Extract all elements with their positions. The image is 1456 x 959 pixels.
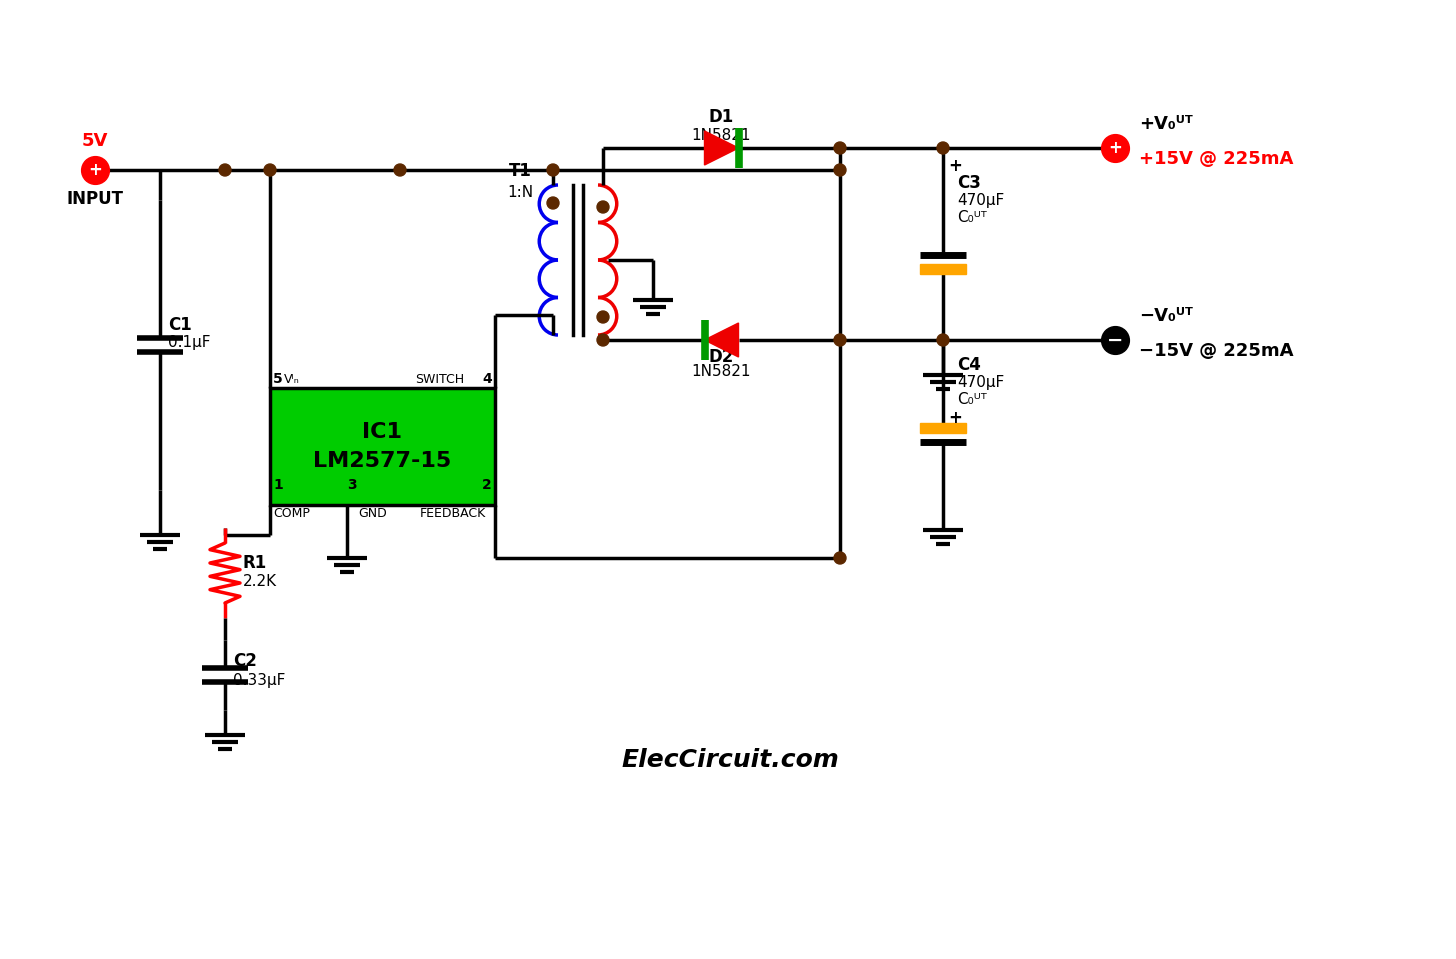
Text: +: + bbox=[948, 157, 962, 175]
Text: +15V @ 225mA: +15V @ 225mA bbox=[1139, 150, 1293, 168]
Text: SWITCH: SWITCH bbox=[415, 373, 464, 386]
Circle shape bbox=[834, 552, 846, 564]
Text: IC1
LM2577-15: IC1 LM2577-15 bbox=[313, 422, 451, 471]
Text: 470μF: 470μF bbox=[957, 376, 1005, 390]
Circle shape bbox=[547, 197, 559, 209]
Text: −V₀ᵁᵀ: −V₀ᵁᵀ bbox=[1139, 307, 1192, 325]
Polygon shape bbox=[705, 323, 738, 357]
Bar bbox=[920, 264, 965, 273]
Circle shape bbox=[597, 311, 609, 323]
Text: 470μF: 470μF bbox=[957, 193, 1005, 207]
Text: C4: C4 bbox=[957, 356, 981, 374]
Circle shape bbox=[395, 164, 406, 176]
Circle shape bbox=[547, 164, 559, 176]
Text: −: − bbox=[1107, 331, 1123, 349]
Bar bbox=[920, 423, 965, 433]
Text: 5: 5 bbox=[274, 372, 282, 386]
Text: 0.1μF: 0.1μF bbox=[167, 336, 211, 350]
Text: D2: D2 bbox=[709, 348, 734, 366]
Text: C2: C2 bbox=[233, 652, 256, 670]
Text: T1: T1 bbox=[508, 162, 531, 180]
Circle shape bbox=[264, 164, 277, 176]
Circle shape bbox=[597, 334, 609, 346]
Text: +: + bbox=[948, 409, 962, 427]
Polygon shape bbox=[705, 131, 738, 165]
Text: 2.2K: 2.2K bbox=[243, 573, 277, 589]
Text: 2: 2 bbox=[482, 478, 492, 492]
Text: C₀ᵁᵀ: C₀ᵁᵀ bbox=[957, 210, 987, 225]
Text: 0.33μF: 0.33μF bbox=[233, 672, 285, 688]
Text: −15V @ 225mA: −15V @ 225mA bbox=[1139, 342, 1293, 360]
Circle shape bbox=[834, 334, 846, 346]
Text: C1: C1 bbox=[167, 316, 192, 334]
Circle shape bbox=[938, 142, 949, 154]
Circle shape bbox=[218, 164, 232, 176]
Circle shape bbox=[938, 334, 949, 346]
Text: FEEDBACK: FEEDBACK bbox=[419, 507, 486, 520]
Text: +: + bbox=[87, 161, 102, 179]
Circle shape bbox=[597, 201, 609, 213]
Text: 3: 3 bbox=[347, 478, 357, 492]
Circle shape bbox=[834, 164, 846, 176]
Text: 1N5821: 1N5821 bbox=[692, 364, 751, 379]
Text: GND: GND bbox=[358, 507, 387, 520]
Text: +V₀ᵁᵀ: +V₀ᵁᵀ bbox=[1139, 115, 1192, 133]
Text: C3: C3 bbox=[957, 174, 981, 192]
Circle shape bbox=[834, 142, 846, 154]
Text: COMP: COMP bbox=[274, 507, 310, 520]
Text: Vᴵₙ: Vᴵₙ bbox=[284, 373, 300, 386]
Text: R1: R1 bbox=[243, 554, 268, 572]
Text: C₀ᵁᵀ: C₀ᵁᵀ bbox=[957, 392, 987, 408]
Text: 1:N: 1:N bbox=[507, 185, 533, 200]
Text: 1: 1 bbox=[274, 478, 282, 492]
Bar bbox=[269, 388, 495, 505]
Text: D1: D1 bbox=[709, 108, 734, 126]
Text: INPUT: INPUT bbox=[67, 190, 124, 208]
Text: +: + bbox=[1108, 139, 1123, 157]
Text: 1N5821: 1N5821 bbox=[692, 128, 751, 143]
Text: 5V: 5V bbox=[82, 132, 108, 150]
Text: 4: 4 bbox=[482, 372, 492, 386]
Text: ElecCircuit.com: ElecCircuit.com bbox=[622, 748, 839, 772]
